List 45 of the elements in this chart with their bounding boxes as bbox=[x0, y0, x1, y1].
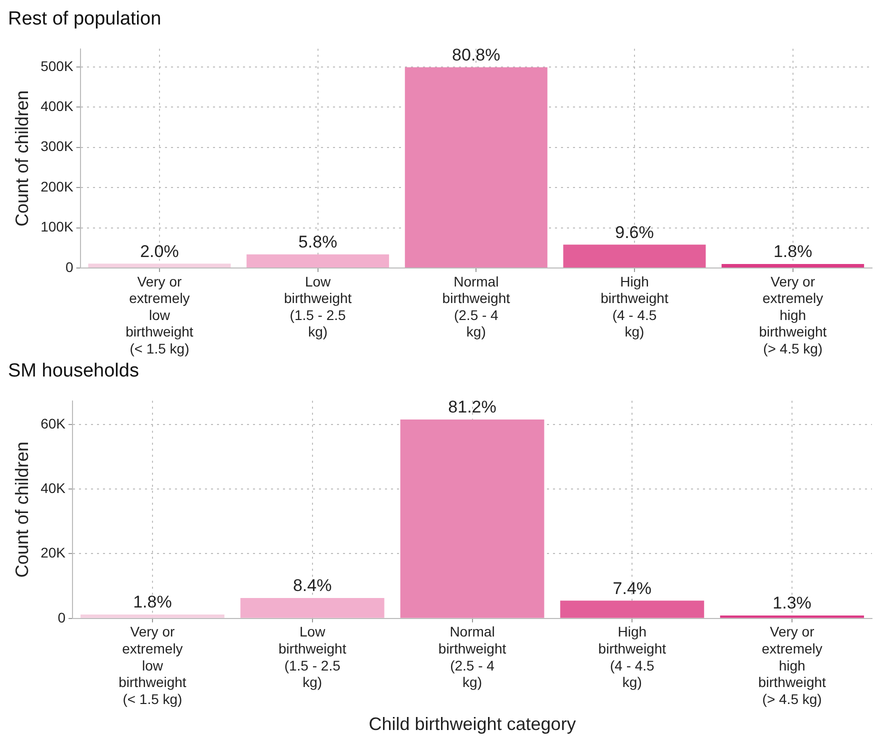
bar bbox=[240, 598, 384, 618]
bar bbox=[722, 264, 864, 268]
y-tick-label: 20K bbox=[40, 544, 66, 561]
bar bbox=[404, 67, 548, 268]
y-tick-label: 60K bbox=[40, 415, 66, 432]
y-tick-label: 500K bbox=[40, 58, 74, 74]
y-tick-label: 40K bbox=[40, 480, 66, 496]
bar bbox=[720, 615, 864, 618]
x-tick-label: Low birthweight (1.5 - 2.5 kg) bbox=[278, 624, 346, 690]
x-axis-title: Child birthweight category bbox=[368, 714, 576, 734]
y-tick-label: 0 bbox=[66, 258, 74, 275]
bar bbox=[80, 614, 224, 618]
y-axis-title: Count of children bbox=[12, 90, 32, 226]
x-tick-label: Very or extremely high birthweight (> 4.5 kg) bbox=[758, 273, 827, 356]
annotation: 1.3% bbox=[772, 594, 812, 613]
y-tick-label: 200K bbox=[40, 178, 74, 194]
x-tick-label: High birthweight (4 - 4.5 kg) bbox=[598, 624, 666, 690]
x-tick-label: Very or extremely low birthweight (< 1.5 kg) bbox=[118, 624, 186, 707]
y-tick-label: 100K bbox=[40, 218, 74, 235]
y-tick-label: 400K bbox=[40, 98, 74, 114]
annotation: 9.6% bbox=[615, 222, 654, 242]
x-tick-label: Normal birthweight (2.5 - 4 kg) bbox=[442, 273, 510, 340]
bar bbox=[560, 600, 704, 618]
x-tick-label: High birthweight (4 - 4.5 kg) bbox=[600, 273, 668, 340]
annotation: 7.4% bbox=[612, 578, 652, 598]
chart-title: Rest of population bbox=[8, 8, 162, 30]
annotation: 81.2% bbox=[448, 398, 496, 417]
annotation: 2.0% bbox=[140, 242, 179, 261]
x-tick-label: Low birthweight (1.5 - 2.5 kg) bbox=[284, 273, 352, 340]
bar bbox=[88, 264, 231, 268]
y-tick-label: 300K bbox=[40, 138, 74, 154]
annotation: 5.8% bbox=[298, 232, 338, 252]
x-tick-label: Very or extremely low birthweight (< 1.5 kg) bbox=[126, 273, 194, 356]
y-axis-title: Count of children bbox=[12, 442, 32, 578]
chart-title: SM households bbox=[8, 360, 139, 382]
y-tick-label: 0 bbox=[58, 609, 66, 626]
x-tick-label: Normal birthweight (2.5 - 4 kg) bbox=[438, 624, 506, 690]
annotation: 1.8% bbox=[773, 242, 812, 262]
bar bbox=[400, 420, 544, 618]
bar bbox=[563, 244, 706, 268]
annotation: 80.8% bbox=[452, 45, 500, 64]
annotation: 1.8% bbox=[133, 592, 172, 612]
bar bbox=[246, 254, 390, 268]
annotation: 8.4% bbox=[292, 576, 332, 596]
x-tick-label: Very or extremely high birthweight (> 4.5 kg) bbox=[758, 624, 826, 707]
